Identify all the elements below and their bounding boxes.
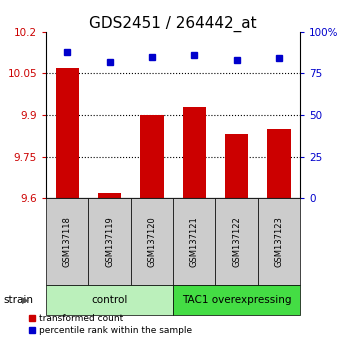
Bar xyxy=(225,135,248,198)
Title: GDS2451 / 264442_at: GDS2451 / 264442_at xyxy=(89,16,257,32)
Bar xyxy=(267,129,291,198)
Text: GSM137121: GSM137121 xyxy=(190,216,199,267)
Text: control: control xyxy=(91,295,128,305)
Bar xyxy=(140,115,164,198)
Bar xyxy=(182,107,206,198)
Text: GSM137118: GSM137118 xyxy=(63,216,72,267)
Bar xyxy=(98,193,121,198)
Text: TAC1 overexpressing: TAC1 overexpressing xyxy=(182,295,291,305)
Text: GSM137123: GSM137123 xyxy=(275,216,283,267)
Legend: transformed count, percentile rank within the sample: transformed count, percentile rank withi… xyxy=(25,311,195,339)
Text: GSM137122: GSM137122 xyxy=(232,216,241,267)
Bar xyxy=(56,68,79,198)
Text: GSM137119: GSM137119 xyxy=(105,216,114,267)
Text: strain: strain xyxy=(3,295,33,305)
Text: ▶: ▶ xyxy=(22,296,29,304)
Text: GSM137120: GSM137120 xyxy=(147,216,157,267)
